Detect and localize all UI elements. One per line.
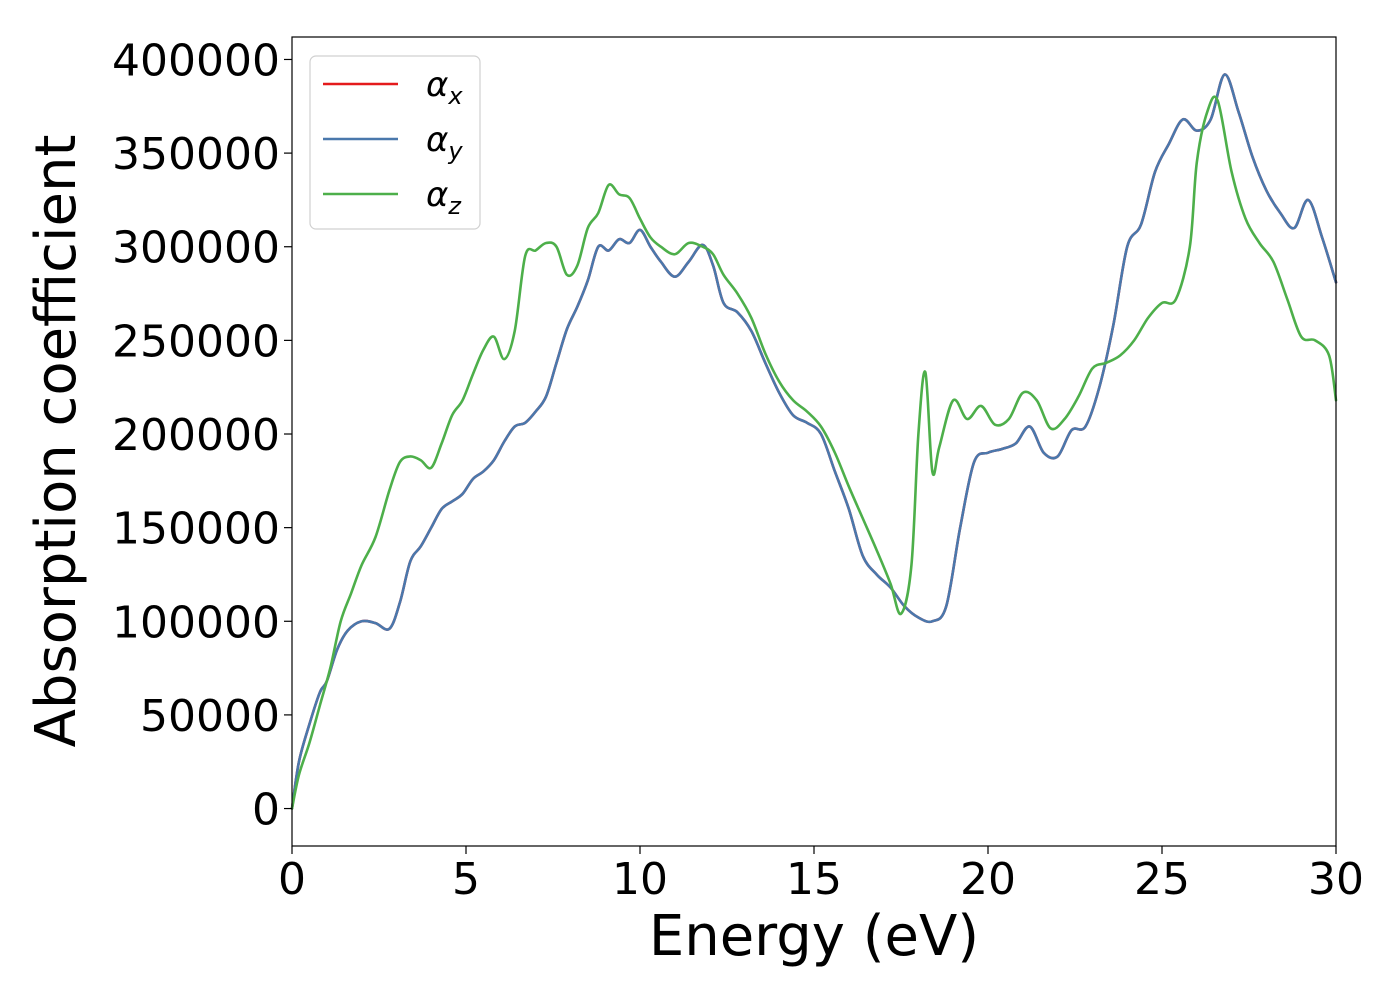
x-tick-label: 30 <box>1308 854 1364 905</box>
x-axis: 0 5 10 15 20 25 30 <box>278 846 1364 905</box>
y-tick-label: 200000 <box>112 410 280 461</box>
x-tick-label: 10 <box>612 854 668 905</box>
series-line-z <box>290 95 1338 810</box>
y-tick-label: 350000 <box>112 129 280 180</box>
legend-box <box>309 55 481 230</box>
y-tick-label: 150000 <box>112 504 280 555</box>
legend-label-x: αx <box>426 65 463 110</box>
x-tick-label: 5 <box>452 854 480 905</box>
y-axis-label: Absorption coefficient <box>24 135 89 748</box>
series-layer <box>290 73 1338 810</box>
legend: αx αy αz <box>309 55 481 230</box>
y-tick-label: 300000 <box>112 223 280 274</box>
y-tick-label: 50000 <box>140 691 280 742</box>
legend-label-z: αz <box>426 175 462 220</box>
y-tick-label: 100000 <box>112 597 280 648</box>
x-axis-label: Energy (eV) <box>649 904 979 969</box>
x-tick-label: 20 <box>960 854 1016 905</box>
series-line-y <box>290 73 1338 810</box>
y-tick-label: 0 <box>252 785 280 836</box>
x-tick-label: 25 <box>1134 854 1190 905</box>
legend-label-y: αy <box>426 120 463 165</box>
y-tick-label: 250000 <box>112 316 280 367</box>
y-axis: 0 50000 100000 150000 200000 250000 300000 3500… <box>112 35 292 836</box>
x-tick-label: 15 <box>786 854 842 905</box>
x-tick-label: 0 <box>278 854 306 905</box>
y-tick-label: 400000 <box>112 35 280 86</box>
